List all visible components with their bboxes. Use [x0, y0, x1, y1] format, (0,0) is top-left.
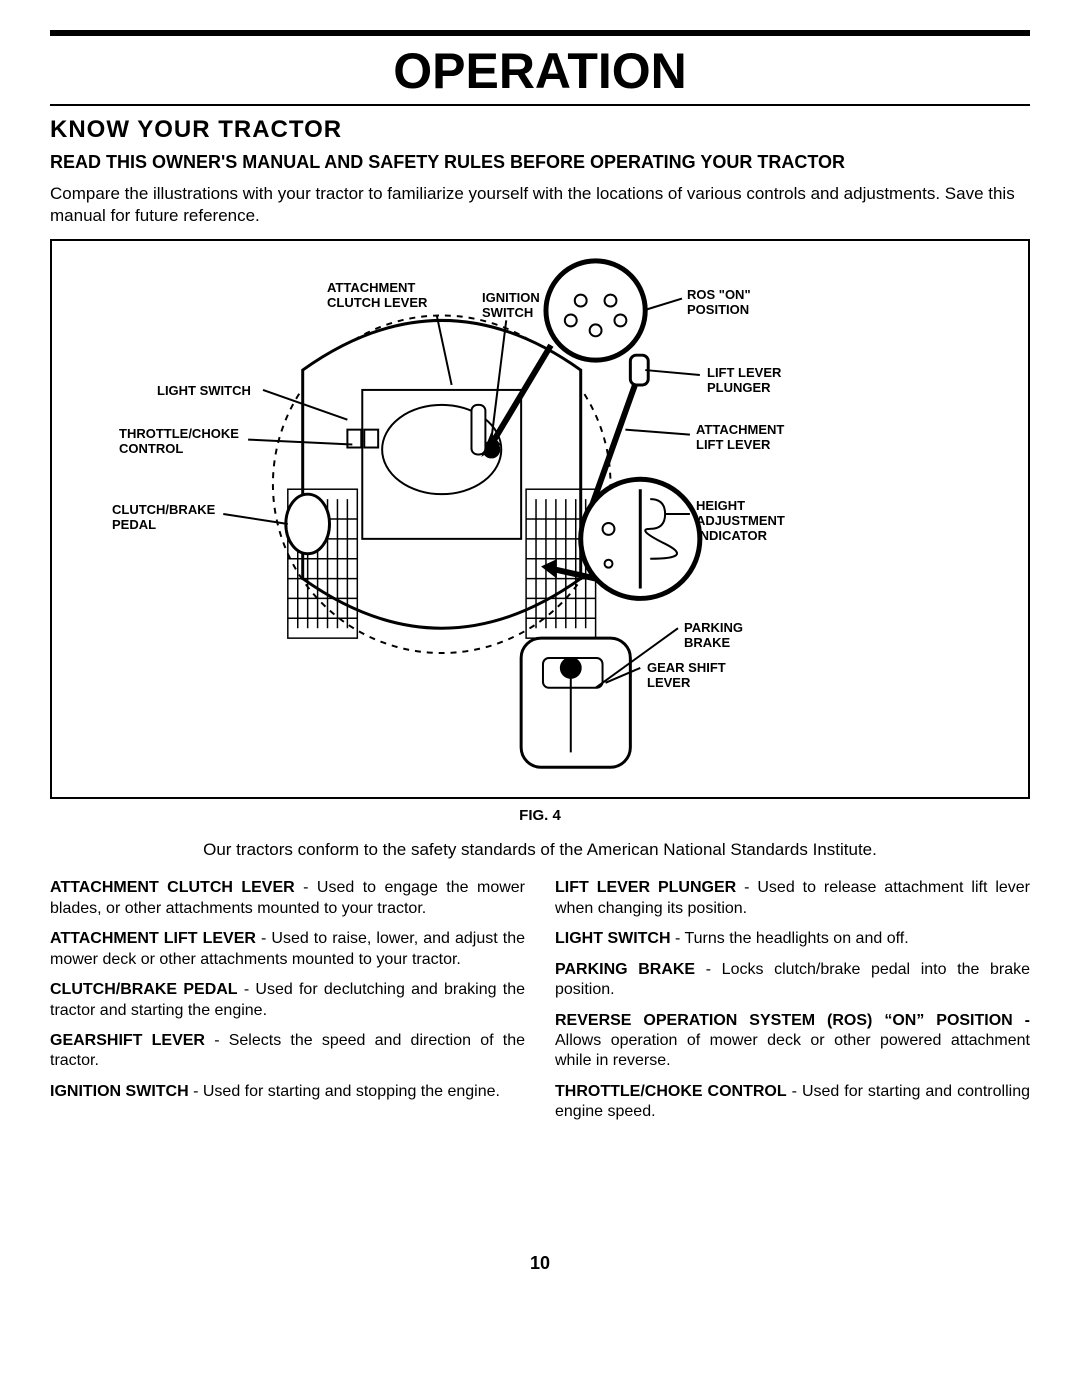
def-light-switch: LIGHT SWITCH - Turns the headlights on a… — [555, 929, 1030, 949]
tractor-diagram — [52, 241, 1028, 797]
standards-note: Our tractors conform to the safety stand… — [50, 840, 1030, 860]
def-parking-brake: PARKING BRAKE - Locks clutch/brake pedal… — [555, 960, 1030, 1001]
top-rule — [50, 30, 1030, 36]
section-heading: Know Your Tractor — [50, 116, 1030, 144]
def-lift-lever-plunger: LIFT LEVER PLUNGER - Used to release att… — [555, 878, 1030, 919]
def-ros-on-position: REVERSE OPERATION SYSTEM (ROS) “ON” POSI… — [555, 1011, 1030, 1072]
page-title: Operation — [50, 42, 1030, 100]
def-gearshift-lever: GEARSHIFT LEVER - Selects the speed and … — [50, 1031, 525, 1072]
definitions-right: LIFT LEVER PLUNGER - Used to release att… — [555, 878, 1030, 1133]
sub-heading: READ THIS OWNER'S MANUAL AND SAFETY RULE… — [50, 152, 1030, 173]
definitions-left: ATTACHMENT CLUTCH LEVER - Used to engage… — [50, 878, 525, 1133]
figure-box: ATTACHMENT CLUTCH LEVER IGNITION SWITCH … — [50, 239, 1030, 799]
title-underline — [50, 104, 1030, 106]
def-attachment-clutch-lever: ATTACHMENT CLUTCH LEVER - Used to engage… — [50, 878, 525, 919]
def-clutch-brake-pedal: CLUTCH/BRAKE PEDAL - Used for declutchin… — [50, 980, 525, 1021]
page-number: 10 — [50, 1253, 1030, 1274]
def-throttle-choke: THROTTLE/CHOKE CONTROL - Used for starti… — [555, 1082, 1030, 1123]
definitions-columns: ATTACHMENT CLUTCH LEVER - Used to engage… — [50, 878, 1030, 1133]
def-attachment-lift-lever: ATTACHMENT LIFT LEVER - Used to raise, l… — [50, 929, 525, 970]
figure-caption: FIG. 4 — [50, 807, 1030, 824]
intro-paragraph: Compare the illustrations with your trac… — [50, 183, 1030, 227]
def-ignition-switch: IGNITION SWITCH - Used for starting and … — [50, 1082, 525, 1102]
